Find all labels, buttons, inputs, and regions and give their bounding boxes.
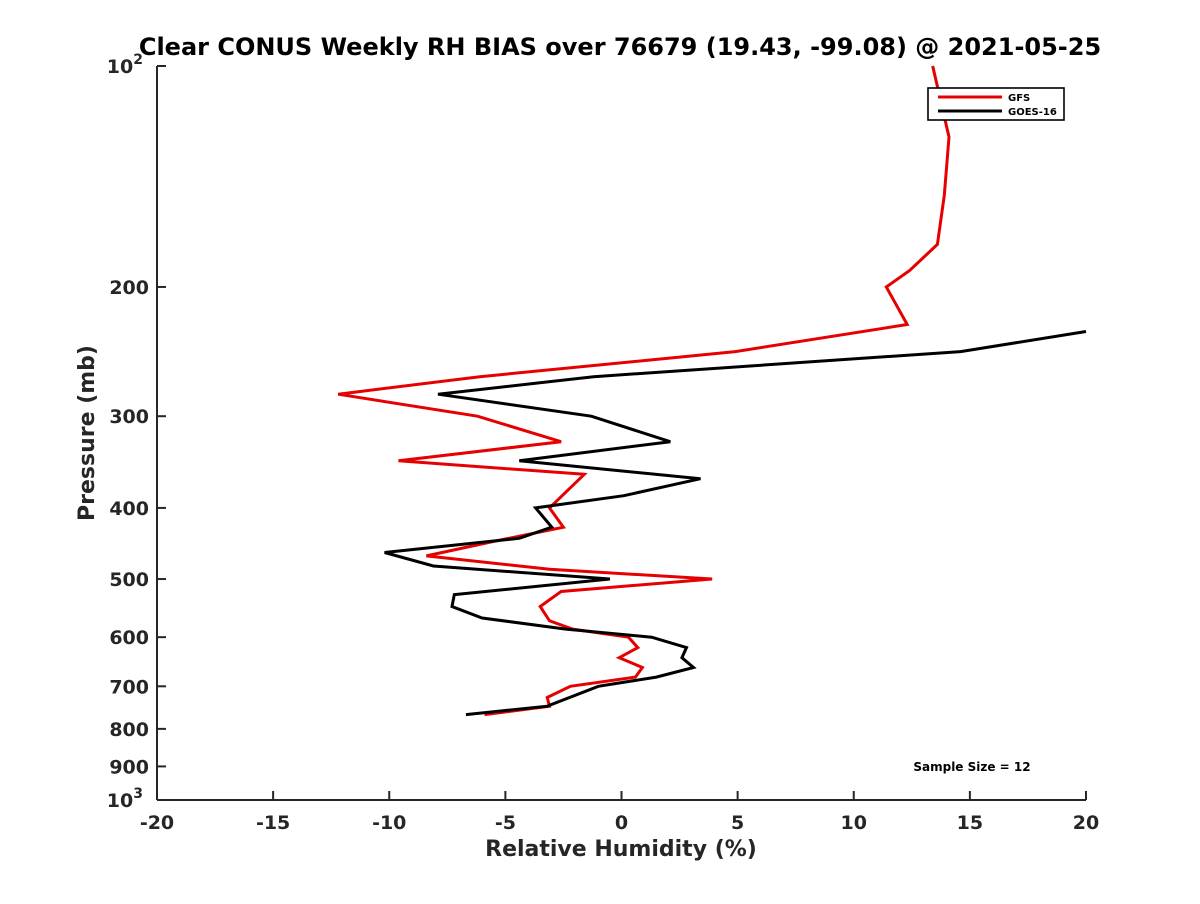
y-tick-label: 200 xyxy=(109,277,149,299)
x-tick-label: -15 xyxy=(256,812,290,834)
y-tick-label-power: 103 xyxy=(107,786,143,812)
y-tick-exponent: 3 xyxy=(133,786,143,802)
y-tick-base: 10 xyxy=(107,56,133,78)
y-tick-label: 400 xyxy=(109,498,149,520)
legend-label: GFS xyxy=(1008,93,1030,104)
legend-label: GOES-16 xyxy=(1008,107,1057,118)
series-line-gfs xyxy=(337,65,951,717)
y-tick-label: 900 xyxy=(109,756,149,778)
x-tick-label: -5 xyxy=(495,812,516,834)
y-tick-label: 600 xyxy=(109,627,149,649)
series-lines xyxy=(337,65,1087,717)
y-tick-label: 800 xyxy=(109,719,149,741)
y-tick-label: 300 xyxy=(109,406,149,428)
x-tick-label: 10 xyxy=(841,812,867,834)
chart-title: Clear CONUS Weekly RH BIAS over 76679 (1… xyxy=(139,33,1101,61)
y-axis-label: Pressure (mb) xyxy=(75,345,100,521)
series-line-goes-16 xyxy=(384,330,1087,717)
x-tick-label: 5 xyxy=(731,812,744,834)
legend-box xyxy=(927,87,1065,121)
x-tick-label: 20 xyxy=(1073,812,1099,834)
x-tick-label: -20 xyxy=(140,812,174,834)
x-tick-label: 15 xyxy=(957,812,983,834)
y-tick-label: 700 xyxy=(109,676,149,698)
sample-size-annotation: Sample Size = 12 xyxy=(913,760,1030,774)
axes: -20 -15 -10 -5 0 5 10 15 20102200300400500600700… xyxy=(107,52,1099,834)
y-tick-label: 500 xyxy=(109,569,149,591)
y-tick-exponent: 2 xyxy=(133,52,143,68)
legend: GFS GOES-16 xyxy=(927,87,1065,121)
x-tick-label: 0 xyxy=(615,812,628,834)
y-tick-base: 10 xyxy=(107,790,133,812)
x-axis-label: Relative Humidity (%) xyxy=(485,837,757,862)
x-tick-label: -10 xyxy=(372,812,406,834)
y-tick-label-power: 102 xyxy=(107,52,143,78)
